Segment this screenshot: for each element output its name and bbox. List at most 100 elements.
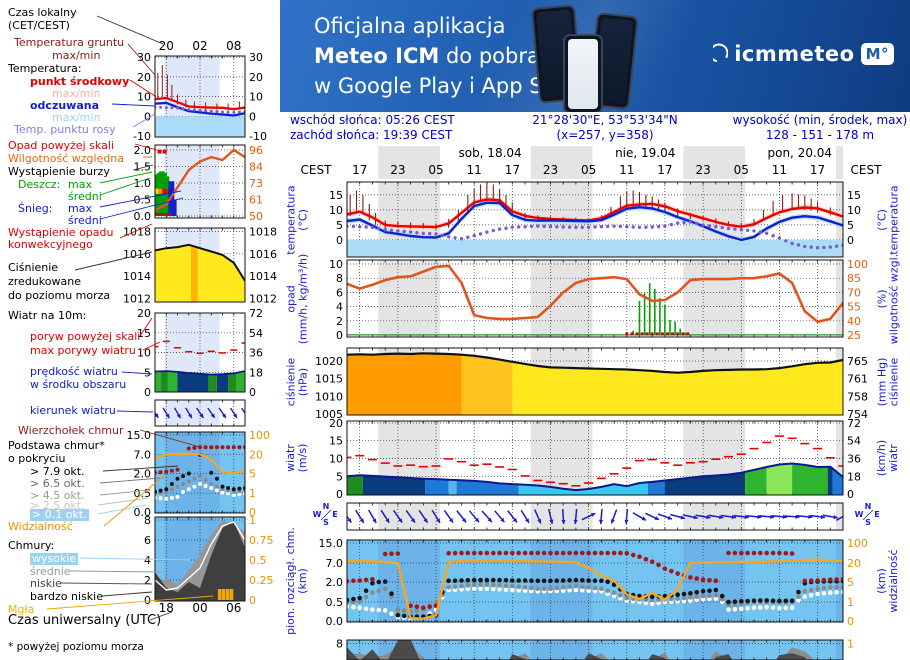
axis-title: opad (mm/h, kg/m³/h) [284,253,309,344]
svg-text:85: 85 [847,272,861,285]
svg-text:11: 11 [467,163,482,177]
icmmeteo-logo: icmmeteo M° [713,42,894,66]
svg-text:02: 02 [192,39,207,53]
svg-text:pon, 20.04: pon, 20.04 [767,146,832,160]
svg-text:1018: 1018 [249,225,277,238]
legend-label: kierunek wiatru [30,404,116,417]
panel-pressure: 1005 754 1010 758 1015 761 1020 765 [315,347,868,421]
legend-label: Wystąpienie opadu [8,226,114,239]
svg-text:0: 0 [336,488,343,501]
svg-text:23: 23 [543,163,558,177]
axis-title: (km) widzialność [875,549,900,613]
svg-text:8: 8 [336,637,343,650]
svg-text:96: 96 [249,144,263,157]
svg-text:10: 10 [329,452,343,465]
legend-label: > 2.5 okt. [30,499,85,512]
svg-text:17: 17 [352,163,367,177]
svg-text:754: 754 [847,408,868,421]
svg-text:17: 17 [505,163,520,177]
svg-text:08: 08 [226,39,241,53]
svg-text:S: S [865,518,871,527]
svg-text:15.0: 15.0 [319,537,344,550]
svg-text:0: 0 [144,386,151,399]
legend-label: w środku obszaru [30,378,127,391]
legend-label: Wystąpienie burzy [8,165,110,178]
main-area: Oficjalna aplikacja Meteo ICM do pobrani… [280,0,910,660]
svg-text:5: 5 [336,219,343,232]
svg-text:1: 1 [847,596,854,609]
svg-text:0.5: 0.5 [326,596,344,609]
legend-label: Temp. punktu rosy [14,123,116,136]
legend-label: Czas uniwersalny (UTC) [8,613,162,628]
app-banner[interactable]: Oficjalna aplikacja Meteo ICM do pobrani… [280,0,910,112]
sunset: zachód słońca: 19:39 CEST [290,128,453,142]
svg-text:5: 5 [847,576,854,589]
svg-text:1012: 1012 [123,293,151,306]
svg-text:W: W [855,510,864,519]
legend-sidebar: Czas lokalny (CET/CEST) Temperatura gruntu… [0,0,280,660]
legend-label: średnie [30,565,71,578]
svg-text:20: 20 [249,71,263,84]
panel-cloud-extent: 0.0 0 0.5 1 2.0 5 7.0 20 15.0 100 [319,537,869,628]
axis-title: pion. rozciągł. chm. (km) [284,527,309,635]
legend-label: Mgła [8,603,35,616]
svg-text:5: 5 [336,470,343,483]
svg-text:0: 0 [249,506,256,519]
legend-label: o pokryciu [8,452,66,465]
svg-text:20: 20 [137,307,151,320]
svg-text:23: 23 [390,163,405,177]
svg-text:nie, 19.04: nie, 19.04 [615,146,675,160]
svg-text:20: 20 [159,39,174,53]
svg-text:-10: -10 [133,130,151,143]
svg-text:10: 10 [329,204,343,217]
svg-text:00: 00 [192,601,207,615]
svg-text:20: 20 [137,71,151,84]
svg-text:1005: 1005 [315,408,343,421]
legend-label: konwekcyjnego [8,238,93,251]
axis-title: (°C) temperatura [875,184,900,255]
legend-label: (CET/CEST) [8,19,70,32]
grid-xy: (x=257, y=358) [556,128,654,142]
svg-text:0: 0 [847,234,854,247]
svg-text:2: 2 [144,574,151,587]
svg-text:15: 15 [329,435,343,448]
svg-text:15: 15 [847,189,861,202]
svg-text:1015: 1015 [315,373,343,386]
legend-label: max/min [52,111,101,124]
svg-text:0: 0 [249,110,256,123]
svg-text:05: 05 [428,163,443,177]
svg-text:1020: 1020 [315,355,343,368]
legend-label: max [68,178,92,191]
svg-text:1010: 1010 [315,390,343,403]
svg-text:0: 0 [847,615,854,628]
svg-text:4: 4 [336,301,343,314]
coords: 21°28'30"E, 53°53'34"N [532,113,678,127]
axis-title: (mm Hg) ciśnienie [875,357,900,406]
svg-text:20: 20 [249,449,263,462]
panel-mini-cloud-extent: 0.0 0 0.5 1 2.0 5 7.0 20 15.0 100 [127,429,271,519]
svg-text:1012: 1012 [249,293,277,306]
axis-title: (km/h) wiatr [875,439,900,477]
legend-label: poryw powyżej skali [30,330,141,343]
svg-text:1014: 1014 [249,270,277,283]
svg-text:E: E [332,510,337,519]
svg-text:70: 70 [847,286,861,299]
svg-text:0: 0 [847,488,854,501]
svg-text:1014: 1014 [123,270,151,283]
svg-text:55: 55 [847,301,861,314]
legend-label: Widzialność [8,520,73,533]
svg-text:05: 05 [734,163,749,177]
axis-title: wiatr (m/s) [284,443,309,473]
svg-text:1.5: 1.5 [134,160,152,173]
svg-text:2.0: 2.0 [134,144,152,157]
svg-text:N: N [865,502,872,511]
svg-text:0.0: 0.0 [134,210,152,223]
panel-wind: 0 0 5 18 10 36 15 54 20 72 [329,417,861,501]
svg-text:1: 1 [249,514,256,527]
svg-text:20: 20 [847,557,861,570]
svg-text:8: 8 [336,272,343,285]
legend-label: odczuwana [30,99,100,112]
alt-label: wysokość (min, środek, max) [732,113,908,127]
svg-text:100: 100 [847,537,868,550]
